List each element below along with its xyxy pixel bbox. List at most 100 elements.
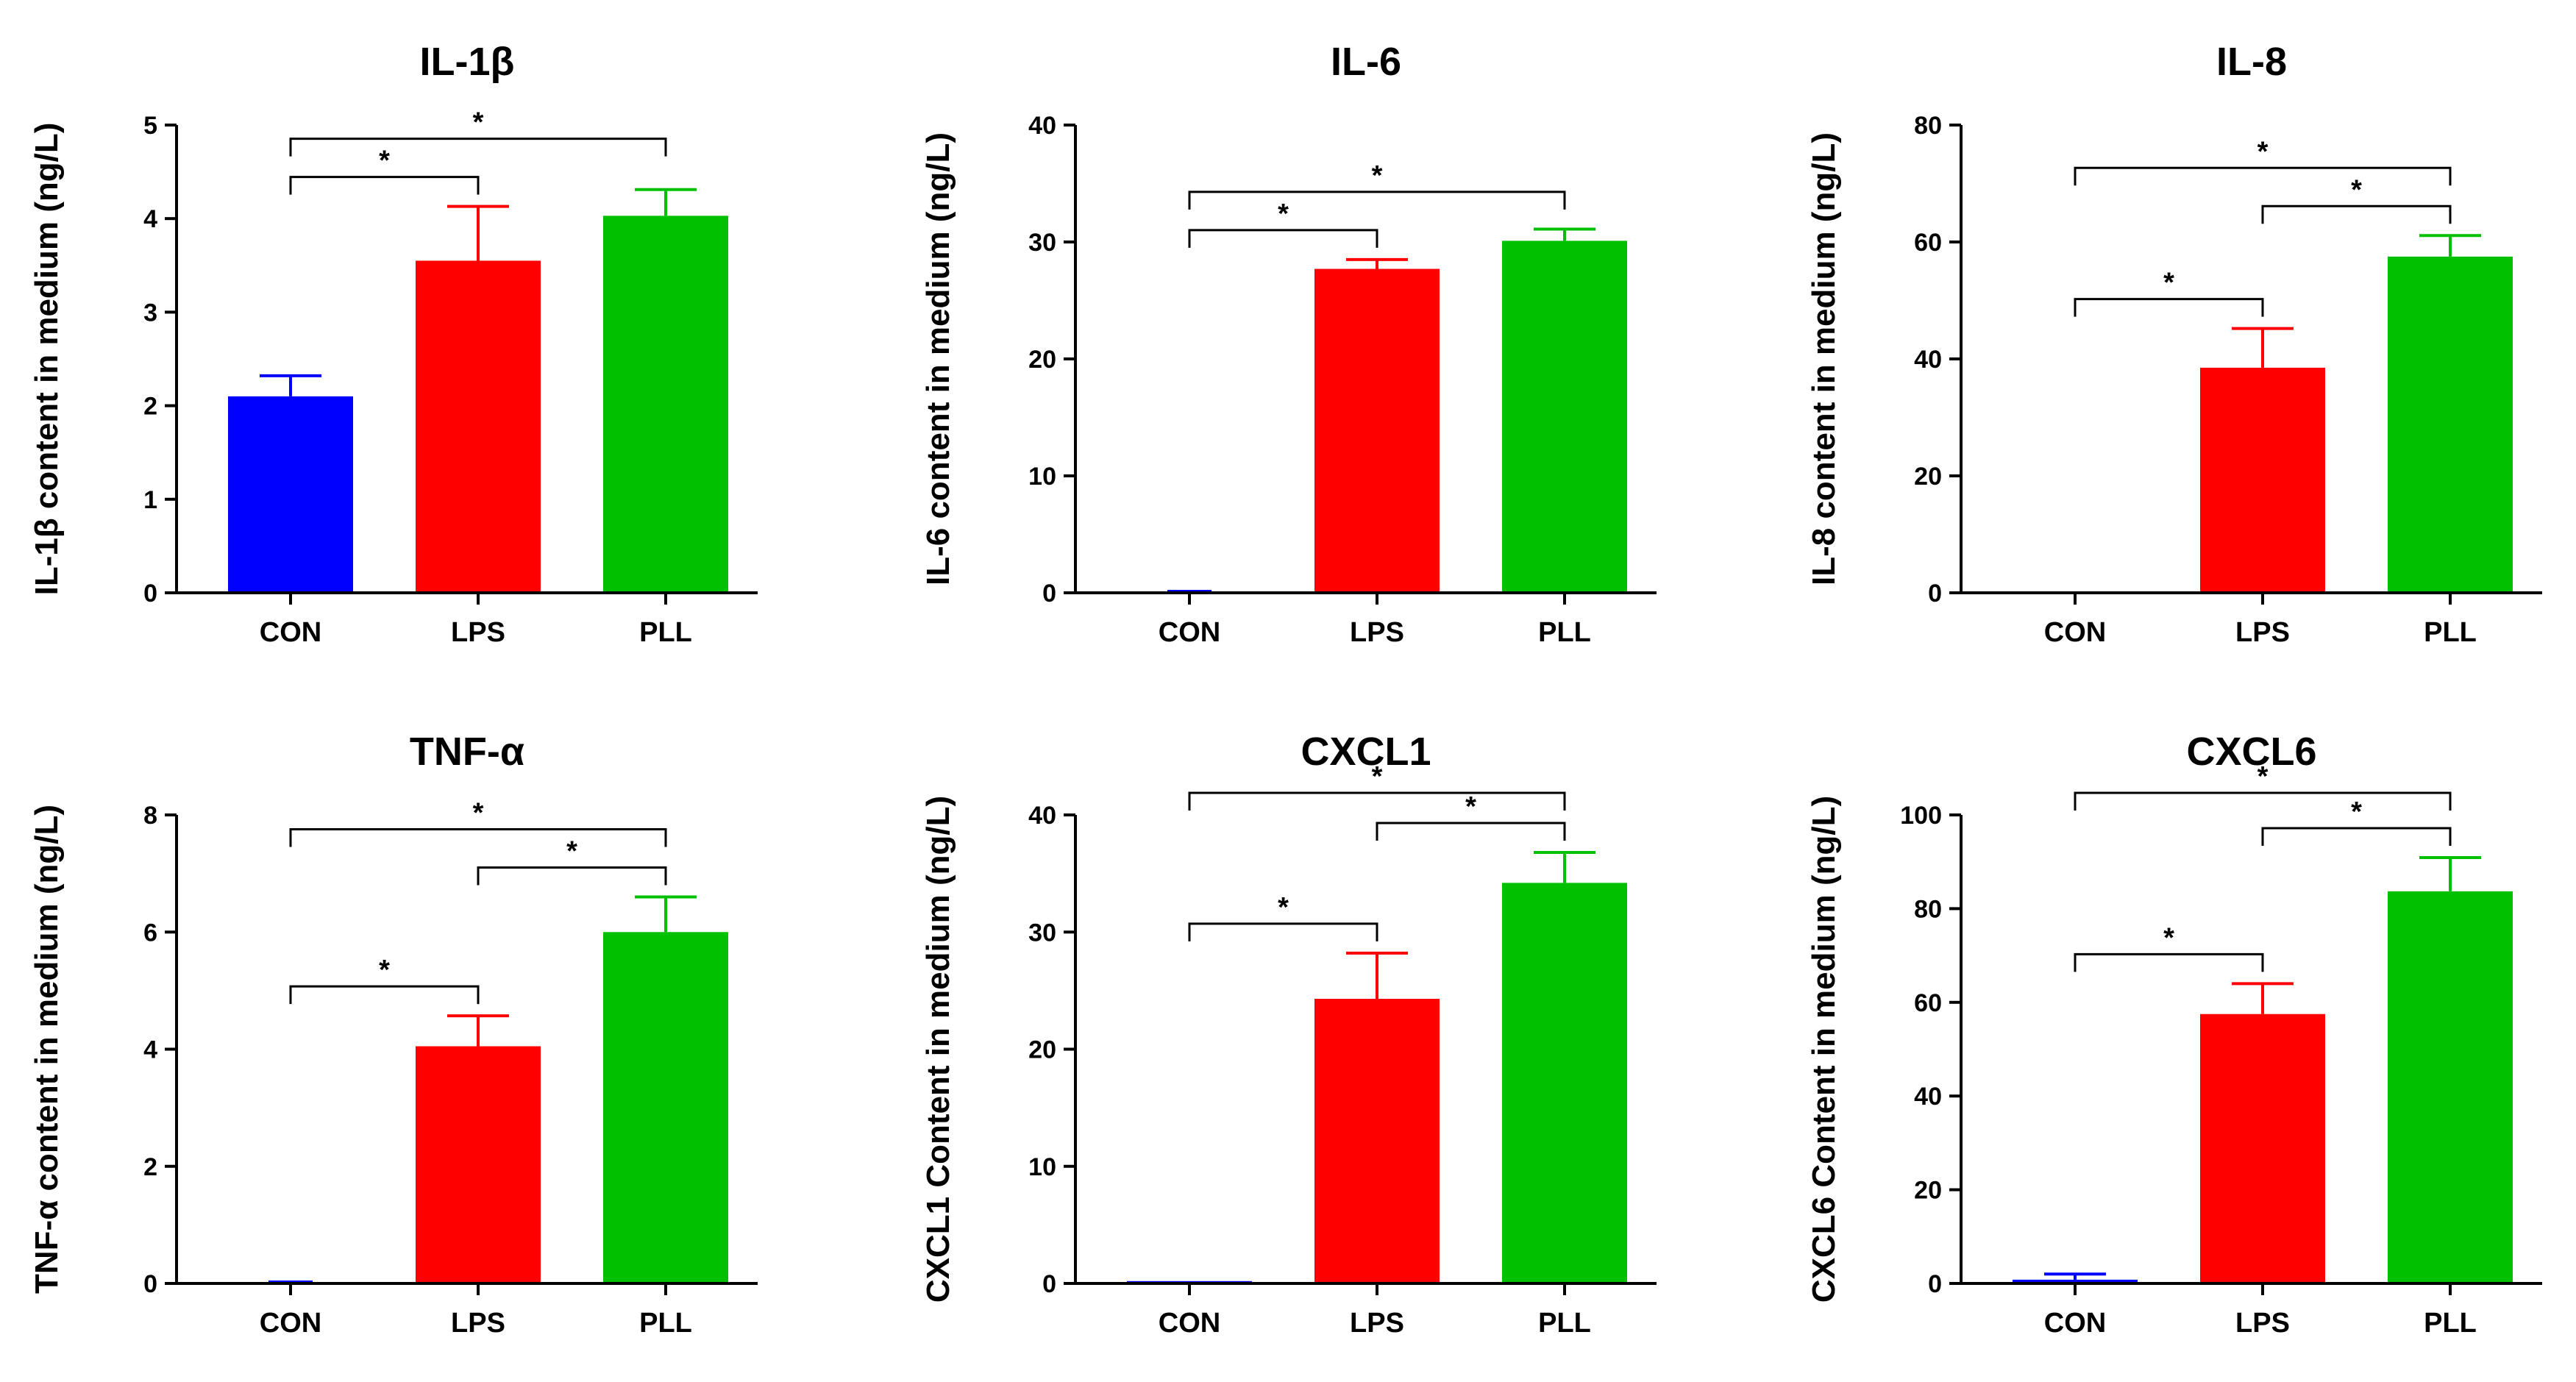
significance-bracket	[2074, 791, 2452, 811]
y-tick-label: 40	[1028, 112, 1056, 140]
chart-title: IL-6	[1331, 40, 1401, 84]
y-tick-label: 0	[143, 1270, 157, 1298]
y-tick-label: 1	[143, 486, 157, 514]
y-axis-label: IL-8 content in medium (ng/L)	[1806, 132, 1842, 585]
y-tick-label: 20	[1028, 346, 1056, 374]
x-tick-label: LPS	[1350, 617, 1404, 648]
y-tick-label: 100	[1900, 802, 1942, 830]
y-tick-label: 2	[143, 393, 157, 421]
y-axis-label: CXCL6 Content in medium (ng/L)	[1806, 796, 1842, 1303]
y-tick-label: 8	[143, 802, 157, 830]
x-tick-label: PLL	[1538, 1308, 1591, 1339]
significance-bracket	[289, 827, 667, 847]
y-tick-label: 10	[1028, 463, 1056, 491]
x-tick-label: LPS	[1350, 1308, 1404, 1339]
bar-lps	[1314, 999, 1440, 1283]
significance-star: *	[1278, 199, 1289, 229]
significance-star: *	[473, 797, 484, 828]
bar-pll	[2388, 256, 2513, 593]
y-tick-label: 20	[1914, 463, 1942, 491]
x-tick-label: LPS	[2235, 1308, 2290, 1339]
significance-star: *	[2351, 797, 2362, 827]
y-tick-label: 30	[1028, 919, 1056, 947]
chart-panel-3: TNF-α TNF-α content in medium (ng/L) 0 2 4 6 8…	[29, 730, 758, 1339]
significance-star: *	[1372, 160, 1383, 191]
y-tick-label: 4	[143, 205, 157, 233]
y-tick-label: 80	[1914, 895, 1942, 923]
chart-title: IL-8	[2216, 40, 2287, 84]
x-tick-label: CON	[1159, 1308, 1220, 1339]
significance-star: *	[2351, 174, 2362, 205]
y-tick-label: 40	[1028, 802, 1056, 830]
bar-lps	[416, 260, 541, 593]
bar-con	[228, 396, 353, 593]
significance-star: *	[2163, 922, 2174, 953]
significance-bracket	[289, 176, 480, 195]
x-tick-label: CON	[1159, 617, 1220, 648]
significance-star: *	[1278, 892, 1289, 923]
significance-bracket	[289, 138, 667, 157]
bar-lps	[416, 1046, 541, 1283]
chart-panel-5: CXCL6 CXCL6 Content in medium (ng/L) 0 20 40…	[1806, 730, 2542, 1339]
significance-bracket	[1188, 190, 1566, 210]
y-tick-label: 0	[1928, 580, 1942, 608]
significance-bracket	[2261, 204, 2452, 224]
chart-title: TNF-α	[410, 730, 524, 774]
significance-star: *	[379, 146, 390, 177]
x-tick-label: PLL	[1538, 617, 1591, 648]
significance-star: *	[1465, 791, 1476, 822]
x-tick-label: CON	[2044, 617, 2106, 648]
bar-pll	[1502, 883, 1627, 1283]
significance-bracket	[289, 985, 480, 1005]
x-tick-label: PLL	[2424, 617, 2477, 648]
y-tick-label: 5	[143, 112, 157, 140]
bar-lps	[1314, 268, 1440, 593]
significance-star: *	[473, 107, 484, 138]
x-tick-label: LPS	[2235, 617, 2290, 648]
y-tick-label: 3	[143, 299, 157, 327]
y-tick-label: 20	[1914, 1177, 1942, 1205]
chart-title: IL-1β	[420, 40, 515, 84]
significance-bracket	[2074, 952, 2264, 972]
significance-star: *	[2257, 761, 2269, 792]
y-axis-label: IL-6 content in medium (ng/L)	[920, 132, 956, 585]
significance-bracket	[1188, 229, 1378, 248]
x-tick-label: PLL	[639, 617, 692, 648]
x-tick-label: LPS	[451, 1308, 505, 1339]
y-tick-label: 40	[1914, 346, 1942, 374]
bar-con	[2013, 1279, 2138, 1283]
y-tick-label: 0	[1042, 580, 1056, 608]
y-tick-label: 6	[143, 919, 157, 947]
significance-bracket	[1188, 922, 1378, 941]
x-tick-label: PLL	[2424, 1308, 2477, 1339]
significance-bracket	[1376, 822, 1566, 841]
x-tick-label: LPS	[451, 617, 505, 648]
chart-panel-1: IL-6 IL-6 content in medium (ng/L) 0 10 20 30…	[920, 40, 1657, 648]
y-tick-label: 60	[1914, 989, 1942, 1017]
bar-pll	[2388, 891, 2513, 1283]
significance-bracket	[2074, 298, 2264, 317]
bar-lps	[2200, 1014, 2325, 1283]
bar-pll	[603, 932, 728, 1283]
bar-lps	[2200, 367, 2325, 593]
significance-star: *	[566, 836, 577, 866]
y-axis-label: CXCL1 Content in medium (ng/L)	[920, 796, 956, 1303]
chart-panel-2: IL-8 IL-8 content in medium (ng/L) 0 20 40 60…	[1806, 40, 2542, 648]
significance-star: *	[2163, 268, 2174, 299]
bar-pll	[603, 216, 728, 593]
y-tick-label: 2	[143, 1153, 157, 1181]
y-tick-label: 0	[1042, 1270, 1056, 1298]
y-tick-label: 80	[1914, 112, 1942, 140]
chart-title: CXCL6	[2186, 730, 2316, 774]
significance-bracket	[2261, 827, 2452, 846]
x-tick-label: CON	[260, 1308, 321, 1339]
significance-star: *	[1372, 761, 1383, 792]
y-tick-label: 40	[1914, 1083, 1942, 1111]
chart-panel-0: IL-1β IL-1β content in medium (ng/L) 0 1 2 3 4…	[29, 40, 758, 648]
y-tick-label: 10	[1028, 1153, 1056, 1181]
bar-pll	[1502, 241, 1627, 593]
significance-bracket	[2074, 166, 2452, 186]
y-tick-label: 0	[1928, 1270, 1942, 1298]
y-tick-label: 0	[143, 580, 157, 608]
